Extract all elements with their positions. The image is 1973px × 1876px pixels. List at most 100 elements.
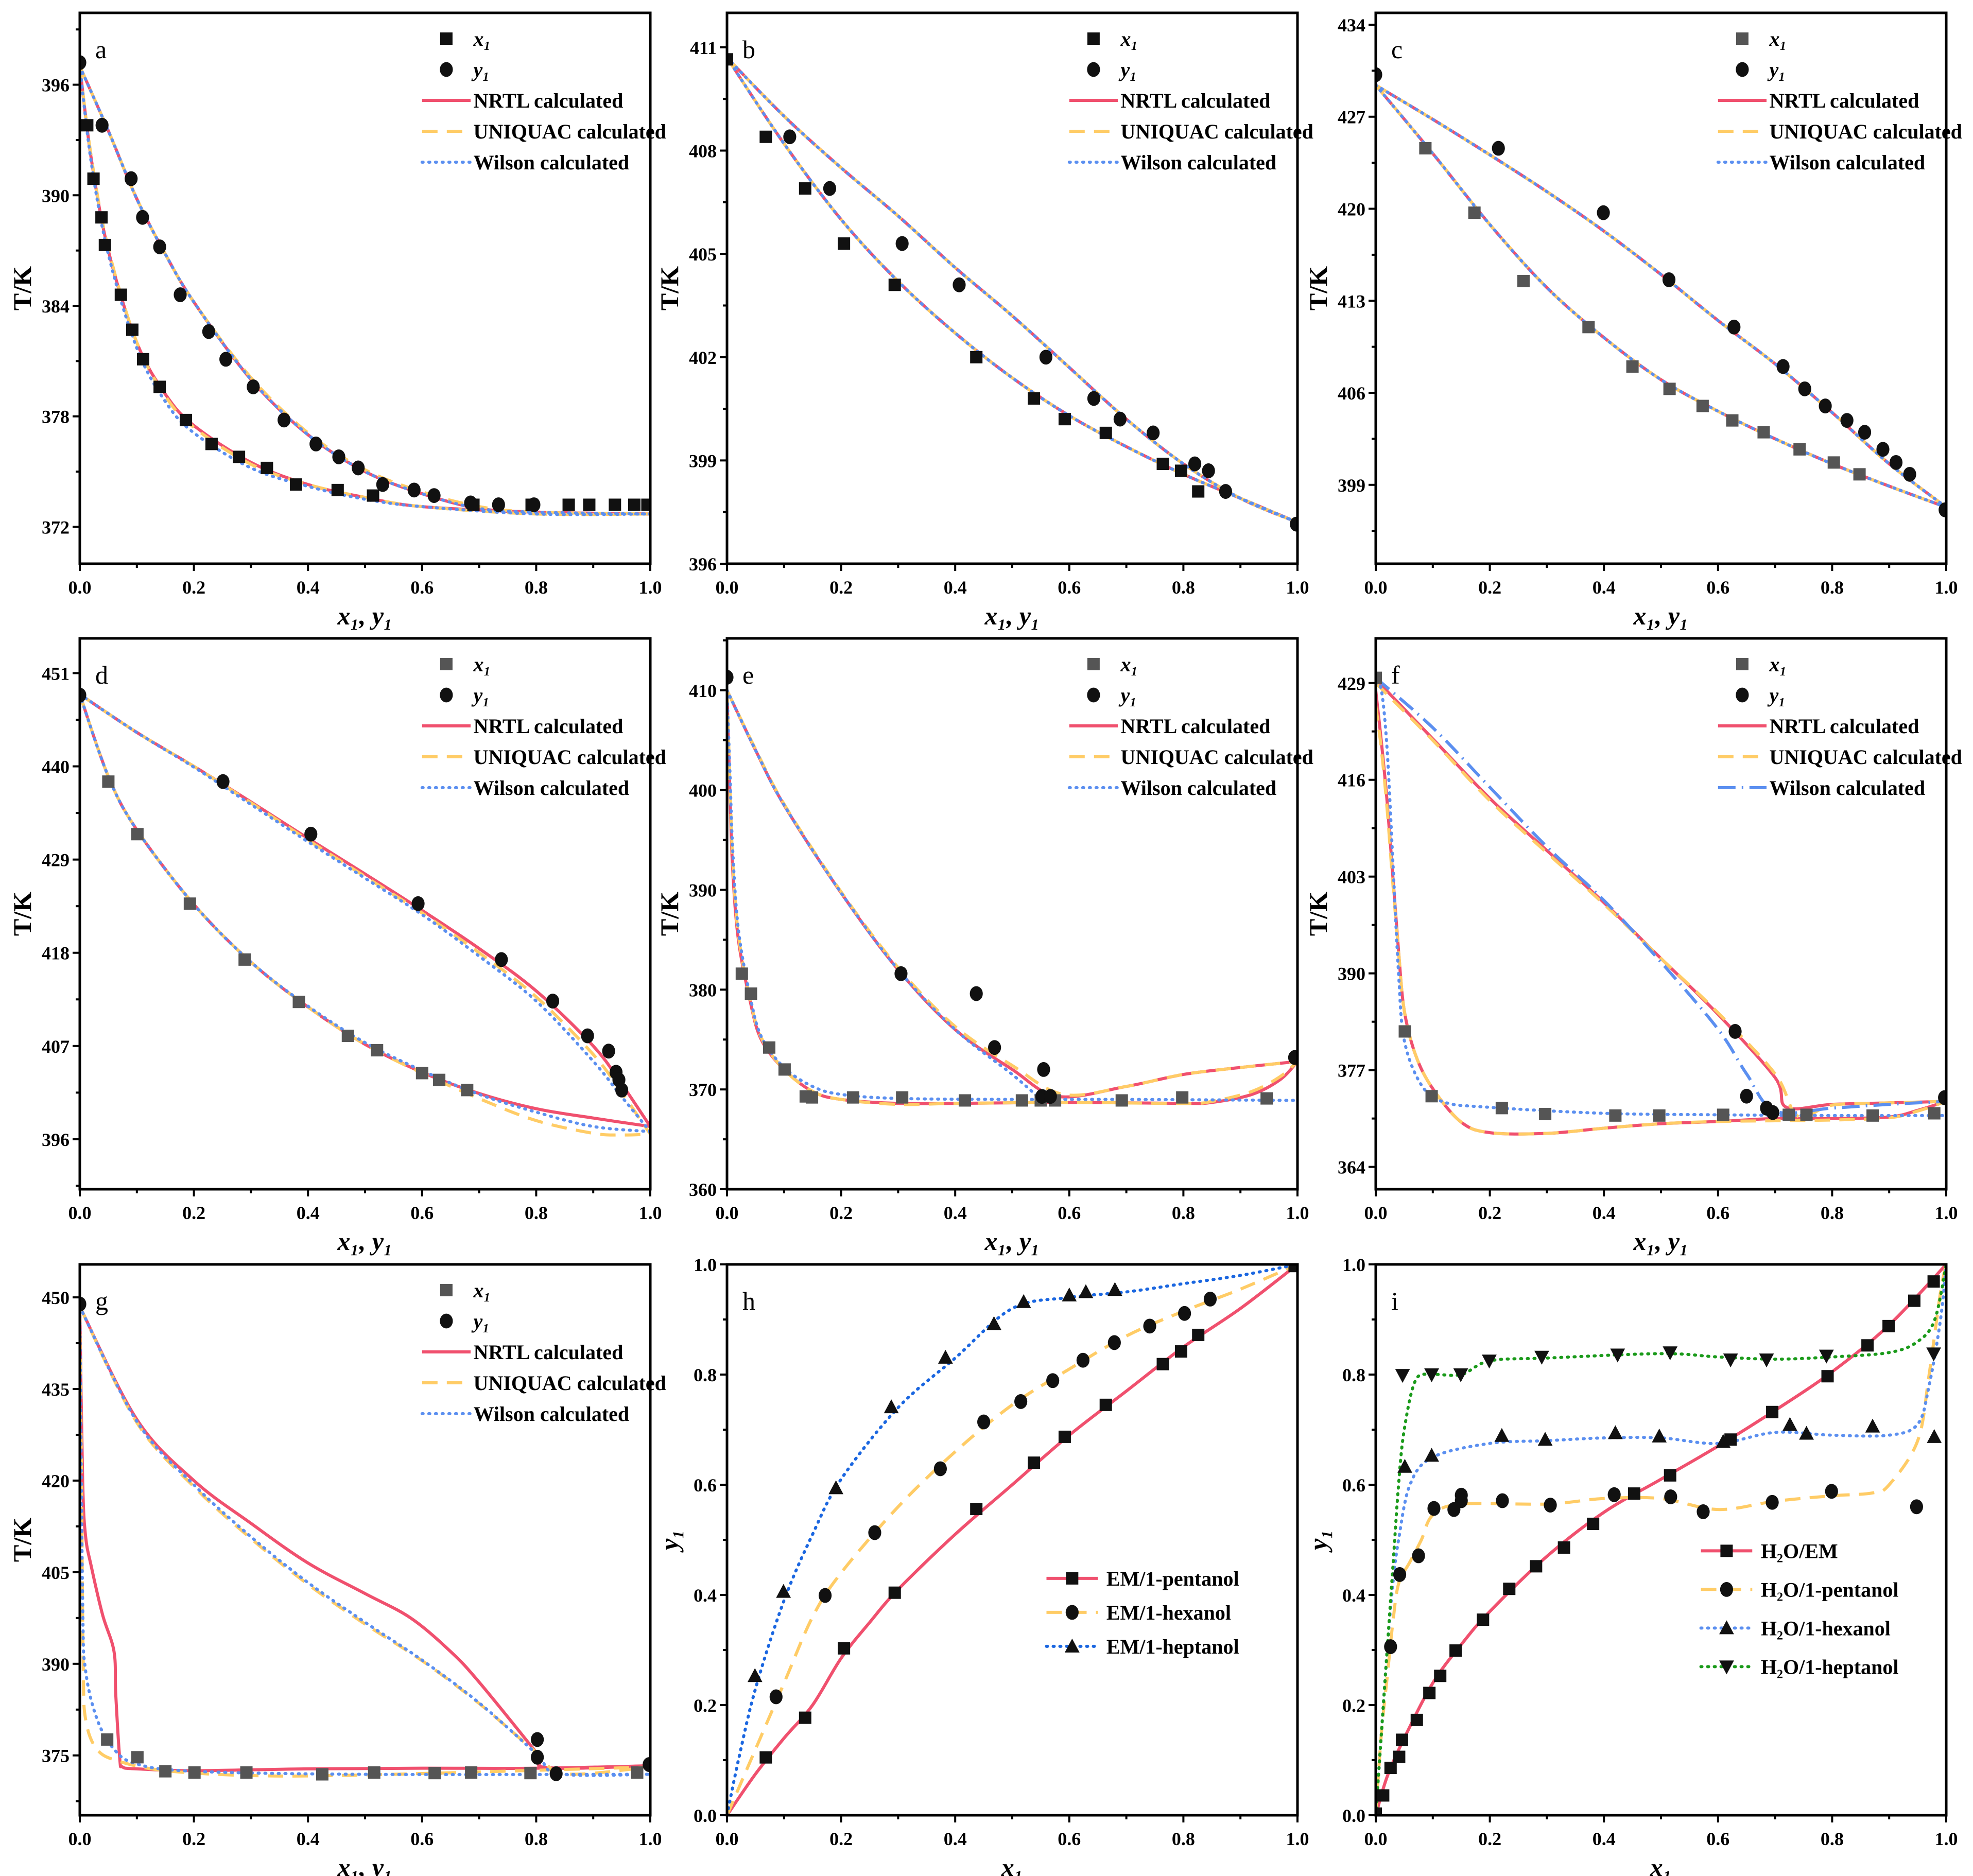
y-tick-label: 408 (689, 141, 717, 162)
plot-frame (1374, 1263, 1948, 1817)
y-tick-label: 413 (1338, 291, 1365, 311)
data-point-square (1028, 392, 1041, 405)
legend-label: Wilson calculated (474, 1402, 630, 1426)
axis-ticks: 0.0 0.2 0.4 0.6 0.8 1.0 399 406 413 420 427 434 (1338, 15, 1958, 598)
legend-entry: y₁ (1736, 58, 1786, 81)
data-point-square (727, 53, 733, 66)
data-point-triangle-down (1395, 1369, 1410, 1383)
legend-label: y₁ (472, 1310, 490, 1333)
legend-marker-swatch (1087, 32, 1100, 45)
y-tick-label: 370 (689, 1080, 717, 1100)
series-line (1376, 682, 1946, 1119)
legend-marker-swatch (1719, 1660, 1734, 1675)
data-point-circle (376, 477, 389, 492)
y-tick-label: 400 (689, 780, 717, 801)
x-tick-label: 0.6 (1706, 1829, 1729, 1849)
data-point-circle (1178, 1306, 1191, 1321)
y-tick-label: 403 (1338, 867, 1365, 888)
data-point-circle (407, 482, 421, 498)
legend-label: UNIQUAC calculated (474, 1371, 666, 1395)
x-tick-label: 0.4 (297, 577, 320, 598)
data-point-circle (1664, 1489, 1677, 1504)
y-tick-label: 416 (1338, 770, 1365, 791)
legend: x₁ y₁ NRTL calculated UNIQUAC calculated Wil… (1718, 653, 1962, 800)
data-point-triangle-down (1926, 1347, 1942, 1362)
y-tick-label: 418 (42, 943, 70, 964)
panel-h: 0.0 0.2 0.4 0.6 0.8 1.0 0.0 0.2 0.4 0.6 0.8 1.0 h x₁ y… (655, 1255, 1309, 1876)
data-point-square (102, 775, 115, 788)
data-point-triangle (1716, 1434, 1731, 1448)
legend-label: H₂O/1-pentanol (1761, 1578, 1899, 1601)
data-point-circle (95, 117, 109, 133)
data-point-square (1653, 1109, 1666, 1122)
data-point-square (1757, 426, 1770, 439)
data-point-triangle (938, 1349, 953, 1364)
y-tick-label: 440 (42, 757, 70, 777)
x-tick-label: 0.4 (944, 1829, 967, 1849)
plot-frame (78, 637, 652, 1191)
data-point-square (1393, 1750, 1406, 1763)
data-point-circle (1203, 1292, 1217, 1307)
legend-label: NRTL calculated (474, 1341, 624, 1364)
legend-entry: NRTL calculated (422, 89, 623, 112)
legend-label: H₂O/1-heptanol (1761, 1655, 1899, 1678)
data-point-square (233, 450, 246, 463)
data-point-square (759, 1751, 772, 1764)
legend-marker-swatch (1736, 62, 1749, 77)
data-point-square (1626, 360, 1639, 373)
data-point-circle (1290, 516, 1297, 532)
legend-entry: y₁ (1736, 684, 1786, 707)
data-point-square (1260, 1092, 1273, 1105)
legend-marker-swatch (440, 687, 453, 703)
legend: x₁ y₁ NRTL calculated UNIQUAC calculated Wil… (420, 27, 666, 174)
y-tick-label: 420 (42, 1471, 70, 1491)
data-point-square (316, 1768, 328, 1781)
x-tick-label: 0.2 (1478, 1829, 1501, 1849)
y-tick-label: 390 (42, 1654, 70, 1675)
legend-label: EM/1-hexanol (1106, 1601, 1231, 1624)
legend-label: x₁ (473, 27, 491, 50)
x-tick-label: 0.4 (944, 1203, 967, 1223)
x-tick-label: 0.6 (410, 1829, 434, 1849)
x-tick-label: 1.0 (1286, 1203, 1309, 1223)
data-point-square (183, 897, 196, 910)
data-point-square (1503, 1583, 1516, 1595)
data-point-square (1395, 1733, 1408, 1746)
data-point-square (1384, 1761, 1397, 1774)
legend: x₁ y₁ NRTL calculated UNIQUAC calculated Wil… (1716, 27, 1962, 174)
data-point-square (628, 498, 641, 511)
panel-letter: f (1391, 661, 1400, 689)
data-point-square (1717, 1108, 1729, 1121)
legend-label: y₁ (1768, 684, 1786, 707)
panel-letter: b (742, 35, 755, 64)
x-tick-label: 1.0 (1935, 1203, 1958, 1223)
data-point-circle (1087, 391, 1101, 406)
legend-label: y₁ (472, 58, 490, 81)
x-axis-label: x₁, y₁ (337, 601, 392, 630)
data-point-circle (1662, 272, 1676, 287)
x-tick-label: 0.6 (1706, 577, 1729, 598)
panel-b: 0.0 0.2 0.4 0.6 0.8 1.0 396 399 402 405 408 411 b x₁,… (655, 11, 1313, 630)
y-axis-label: T/K (1304, 266, 1332, 310)
data-point-circle (1143, 1318, 1156, 1334)
data-point-square (1477, 1613, 1490, 1626)
data-point-triangle (1062, 1287, 1077, 1301)
legend: x₁ y₁ NRTL calculated UNIQUAC calculated Wil… (1067, 653, 1313, 800)
data-point-circle (615, 1083, 629, 1098)
data-point-square (1099, 1398, 1112, 1411)
data-point-square (1115, 1094, 1128, 1107)
axis-ticks: 0.0 0.2 0.4 0.6 0.8 1.0 364 377 390 403 416 429 (1338, 673, 1958, 1223)
legend-label: Wilson calculated (1121, 776, 1277, 800)
y-axis-label: T/K (8, 1518, 37, 1562)
data-point-circle (1938, 1090, 1946, 1105)
data-point-circle (1766, 1105, 1779, 1120)
data-point-square (87, 172, 100, 185)
data-point-circle (643, 1757, 650, 1772)
panel-letter: e (742, 661, 754, 689)
x-tick-label: 0.8 (1821, 1829, 1844, 1849)
legend-entry: y₁ (1087, 58, 1137, 81)
data-point-triangle-down (1482, 1354, 1497, 1369)
legend-marker-swatch (1720, 1544, 1733, 1557)
y-axis-label: T/K (655, 266, 684, 310)
data-point-square (1766, 1405, 1779, 1418)
